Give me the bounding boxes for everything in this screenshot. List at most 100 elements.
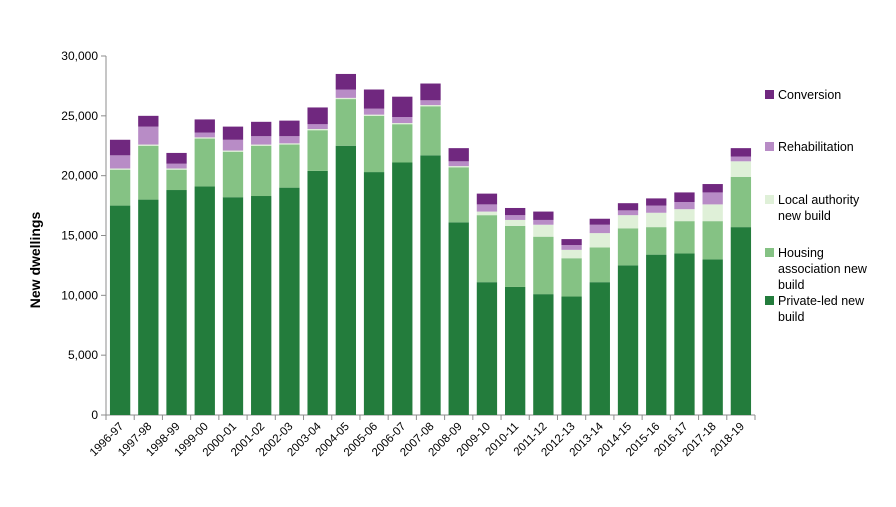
bar-segment <box>702 204 723 222</box>
bar-segment <box>109 155 131 169</box>
bar-segment <box>420 105 441 107</box>
legend-swatch <box>765 195 774 204</box>
y-tick-label: 25,000 <box>61 109 98 123</box>
bar-segment <box>533 236 554 295</box>
bar-segment <box>561 239 582 246</box>
bar-segment <box>392 96 413 118</box>
bar-segment <box>448 166 469 168</box>
bar-segment <box>561 249 582 259</box>
bar-segment <box>335 89 357 98</box>
y-axis: 0 5,000 10,000 15,000 20,000 25,000 30,000 <box>61 49 107 422</box>
bar-segment <box>279 144 300 188</box>
bar-segment <box>589 233 610 248</box>
bar-segment <box>251 196 272 415</box>
bar-segment <box>138 126 159 145</box>
y-tick-label: 30,000 <box>61 49 98 63</box>
bar-segment <box>222 150 244 152</box>
bar-segment <box>335 73 357 90</box>
bar-segment <box>222 126 244 140</box>
bar-segment <box>222 151 244 198</box>
bar-segment <box>138 145 159 200</box>
bar-segment <box>222 197 244 415</box>
legend-label: Housing <box>778 246 824 260</box>
bar-segment <box>363 115 385 173</box>
bar-segment <box>363 172 385 415</box>
bar-segment <box>166 168 187 170</box>
bar-segment <box>674 209 695 222</box>
bar-segment <box>138 115 159 127</box>
bar-segment <box>533 294 554 415</box>
bar-segment <box>617 215 639 229</box>
bar-segment <box>194 119 215 133</box>
legend-swatch <box>765 90 774 99</box>
bar-segment <box>448 161 469 167</box>
bar-segment <box>702 221 723 260</box>
bar-segment <box>702 259 723 415</box>
bar-segment <box>674 221 695 254</box>
bar-segment <box>730 161 752 177</box>
bar-segment <box>448 167 469 223</box>
bar-segment <box>420 106 441 156</box>
y-tick-label: 15,000 <box>61 229 98 243</box>
legend: Conversion Rehabilitation Local authority n… <box>765 88 868 324</box>
bar-segment <box>646 205 667 213</box>
bar-segment <box>504 286 526 415</box>
bar-segment <box>476 211 498 216</box>
bar-segment <box>589 282 610 415</box>
bar-segment <box>251 121 272 137</box>
y-tick-label: 20,000 <box>61 169 98 183</box>
bar-segment <box>166 163 187 169</box>
bar-segment <box>504 215 526 220</box>
bar-segment <box>561 296 582 415</box>
legend-swatch <box>765 142 774 151</box>
bar-segment <box>194 138 215 187</box>
bar-segment <box>109 168 131 170</box>
legend-label: build <box>778 278 804 292</box>
bar-segment <box>448 222 469 415</box>
bar-segment <box>363 114 385 116</box>
bar-segment <box>674 253 695 415</box>
y-tick-label: 10,000 <box>61 288 98 302</box>
bar-segment <box>533 224 554 237</box>
bar-segment <box>589 218 610 225</box>
bar-segment <box>307 170 328 415</box>
bar-segment <box>617 210 639 216</box>
bar-segment <box>392 117 413 124</box>
legend-swatch <box>765 248 774 257</box>
bar-segment <box>589 247 610 283</box>
bar-segment <box>392 124 413 163</box>
bar-segment <box>392 123 413 125</box>
legend-label: association new <box>778 262 868 276</box>
bar-segment <box>561 258 582 297</box>
bar-segment <box>335 99 357 146</box>
bar-segment <box>476 204 498 212</box>
legend-label: Conversion <box>778 88 841 102</box>
bar-segment <box>251 145 272 197</box>
bar-segment <box>448 148 469 162</box>
bar-segment <box>702 192 723 205</box>
legend-label: Rehabilitation <box>778 140 854 154</box>
bar-segment <box>504 207 526 216</box>
bar-segment <box>533 211 554 220</box>
bar-segment <box>307 124 328 129</box>
bar-segment <box>730 176 752 228</box>
bar-segment <box>109 169 131 206</box>
y-tick-label: 5,000 <box>68 348 98 362</box>
bar-segment <box>420 100 441 106</box>
legend-label: new build <box>778 209 831 223</box>
bar-segment <box>166 169 187 191</box>
bar-segment <box>222 139 244 151</box>
bar-segment <box>646 212 667 228</box>
bar-segment <box>702 184 723 193</box>
y-axis-title: New dwellings <box>27 212 43 309</box>
bar-segment <box>279 143 300 145</box>
bar-segment <box>138 199 159 415</box>
bar-segment <box>617 203 639 211</box>
legend-label: Local authority <box>778 193 860 207</box>
bar-segment <box>617 228 639 266</box>
bar-segment <box>674 192 695 202</box>
bar-segment <box>646 227 667 255</box>
bar-segment <box>561 245 582 250</box>
